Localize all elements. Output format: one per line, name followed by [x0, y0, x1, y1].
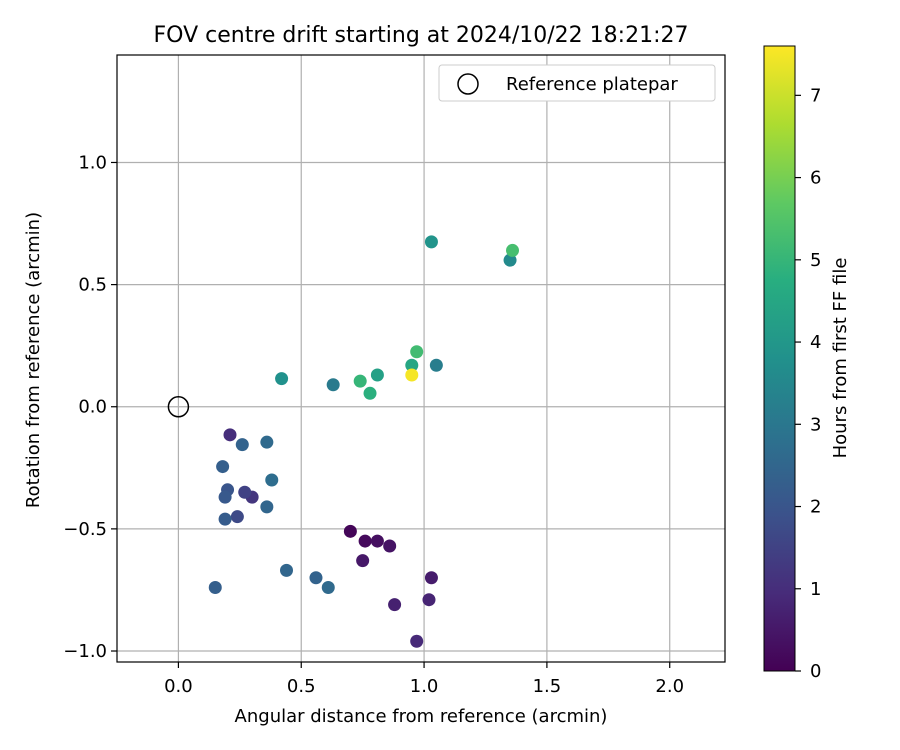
colorbar-ticks: 0 1 2 3 4 5 6 7 — [795, 85, 821, 682]
data-point — [260, 435, 274, 449]
x-tick-label: 0.0 — [164, 676, 193, 697]
data-point — [321, 580, 335, 594]
y-axis-ticks: −1.0 −0.5 0.0 0.5 1.0 — [63, 152, 117, 662]
data-point — [238, 485, 252, 499]
colorbar-label: Hours from first FF file — [830, 258, 851, 459]
y-tick-label: −0.5 — [63, 519, 107, 540]
data-point — [216, 460, 230, 474]
x-tick-label: 1.5 — [533, 676, 562, 697]
colorbar-tick-label: 2 — [810, 497, 821, 518]
legend: Reference platepar — [438, 64, 716, 102]
colorbar-gradient — [763, 45, 796, 672]
legend-box — [438, 64, 716, 102]
y-tick-label: 0.5 — [78, 275, 107, 296]
data-point — [208, 580, 222, 594]
colorbar: 0 1 2 3 4 5 6 7 Hours from first FF file — [763, 45, 851, 682]
data-point — [218, 512, 232, 526]
plot-background — [117, 55, 725, 662]
y-tick-label: −1.0 — [63, 641, 107, 662]
data-point — [280, 563, 294, 577]
data-point — [388, 598, 402, 612]
y-tick-label: 0.0 — [78, 397, 107, 418]
data-point — [343, 524, 357, 538]
data-points — [208, 235, 520, 648]
legend-marker-icon — [457, 73, 479, 95]
data-point — [218, 490, 232, 504]
colorbar-tick-label: 6 — [810, 168, 821, 189]
reference-platepar-marker — [167, 395, 190, 418]
data-point — [405, 368, 419, 382]
colorbar-tick-label: 7 — [810, 85, 821, 106]
x-tick-label: 0.5 — [287, 676, 316, 697]
data-point — [260, 500, 274, 514]
data-point — [370, 534, 384, 548]
x-tick-label: 1.0 — [410, 676, 439, 697]
data-point — [309, 571, 323, 585]
data-point — [230, 510, 244, 524]
grid — [117, 55, 725, 662]
data-point — [424, 235, 438, 249]
data-point — [383, 539, 397, 553]
data-point — [353, 374, 367, 388]
colorbar-tick-label: 5 — [810, 250, 821, 271]
data-point — [429, 358, 443, 372]
data-point — [424, 571, 438, 585]
x-axis-label: Angular distance from reference (arcmin) — [235, 706, 608, 727]
data-point — [410, 634, 424, 648]
data-point — [405, 358, 419, 372]
data-point — [506, 243, 520, 257]
y-axis-label: Rotation from reference (arcmin) — [23, 212, 44, 508]
x-axis-ticks: 0.0 0.5 1.0 1.5 2.0 — [164, 662, 684, 697]
colorbar-tick-label: 0 — [810, 661, 821, 682]
data-point — [356, 554, 370, 568]
colorbar-tick-label: 3 — [810, 414, 821, 435]
data-point — [503, 253, 517, 267]
data-point — [223, 428, 237, 442]
colorbar-tick-label: 4 — [810, 332, 821, 353]
chart-title: FOV centre drift starting at 2024/10/22 … — [154, 23, 689, 48]
plot-frame — [116, 54, 726, 663]
colorbar-tick-label: 1 — [810, 579, 821, 600]
data-point — [363, 386, 377, 400]
data-point — [410, 345, 424, 359]
data-point — [358, 534, 372, 548]
data-point — [422, 593, 436, 607]
x-tick-label: 2.0 — [655, 676, 684, 697]
data-point — [326, 378, 340, 392]
data-point — [275, 372, 289, 386]
data-point — [235, 438, 249, 452]
y-tick-label: 1.0 — [78, 152, 107, 173]
legend-label: Reference platepar — [506, 74, 678, 95]
data-point — [370, 368, 384, 382]
data-point — [265, 473, 279, 487]
